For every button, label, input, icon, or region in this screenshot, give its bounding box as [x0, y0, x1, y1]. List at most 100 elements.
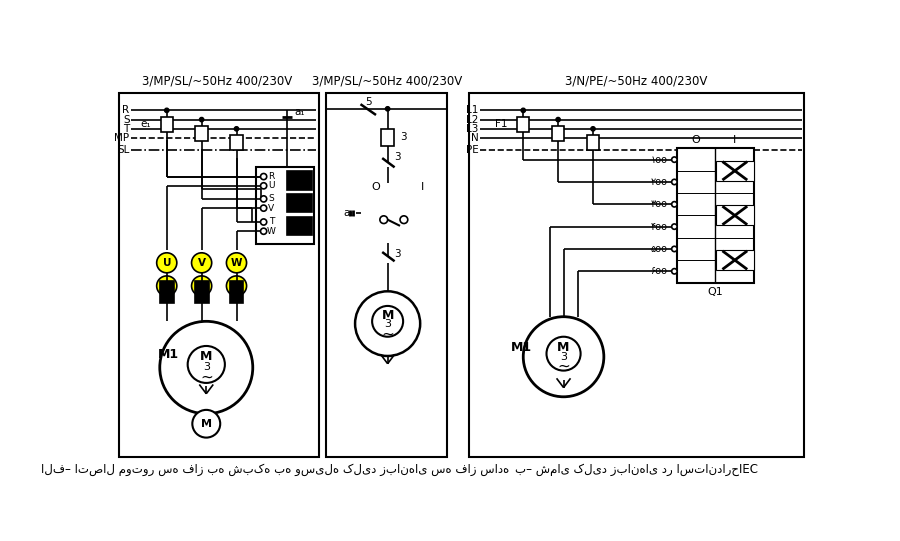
Text: SL: SL	[117, 146, 130, 155]
Bar	[716, 161, 754, 181]
Text: X: X	[198, 281, 205, 291]
Circle shape	[380, 216, 388, 223]
Circle shape	[260, 219, 266, 225]
Circle shape	[160, 321, 253, 414]
Text: 3: 3	[560, 352, 567, 362]
Circle shape	[188, 346, 225, 383]
Bar	[195, 126, 208, 141]
Text: S: S	[268, 194, 274, 203]
Circle shape	[556, 117, 561, 122]
Text: N: N	[471, 133, 478, 143]
Text: U: U	[268, 181, 274, 190]
Circle shape	[157, 253, 176, 273]
Circle shape	[260, 228, 266, 234]
FancyBboxPatch shape	[148, 250, 264, 303]
Bar	[160, 281, 174, 303]
Text: M: M	[201, 419, 212, 428]
FancyBboxPatch shape	[361, 183, 430, 243]
Text: ۱oo: ۱oo	[651, 155, 668, 164]
Bar	[119, 94, 319, 457]
Text: I: I	[421, 182, 424, 193]
Text: ~: ~	[557, 359, 570, 373]
Circle shape	[671, 179, 677, 184]
Text: W: W	[267, 227, 275, 236]
Bar	[552, 126, 564, 141]
Bar	[517, 116, 529, 132]
Bar	[716, 206, 754, 226]
Text: 3/N/PE/~50Hz 400/230V: 3/N/PE/~50Hz 400/230V	[565, 75, 707, 88]
Text: ~: ~	[382, 326, 394, 341]
Text: W: W	[230, 258, 242, 268]
Circle shape	[356, 291, 420, 356]
Circle shape	[400, 216, 408, 223]
Text: T: T	[269, 217, 274, 227]
Circle shape	[546, 337, 580, 371]
Circle shape	[590, 127, 595, 131]
Bar	[287, 194, 312, 212]
Circle shape	[234, 127, 238, 131]
Circle shape	[227, 253, 247, 273]
Text: ~: ~	[200, 370, 212, 384]
Text: R: R	[268, 172, 274, 181]
Text: O: O	[372, 182, 381, 193]
Text: Q1: Q1	[707, 287, 724, 297]
Text: V: V	[268, 203, 274, 213]
Circle shape	[671, 224, 677, 229]
Circle shape	[260, 196, 266, 202]
Text: e₁: e₁	[140, 119, 151, 129]
Text: S: S	[123, 115, 130, 124]
Text: 3/MP/SL/~50Hz 400/230V: 3/MP/SL/~50Hz 400/230V	[142, 75, 292, 88]
Text: 3: 3	[202, 362, 210, 372]
Bar	[287, 171, 312, 190]
Bar	[230, 281, 244, 303]
Text: T: T	[123, 124, 130, 134]
Text: Z: Z	[163, 281, 171, 291]
Text: M1: M1	[511, 341, 532, 354]
Bar	[716, 250, 754, 270]
Text: I: I	[734, 135, 736, 146]
Text: 3/MP/SL/~50Hz 400/230V: 3/MP/SL/~50Hz 400/230V	[312, 75, 463, 88]
Circle shape	[671, 157, 677, 162]
Text: PE: PE	[465, 146, 478, 155]
Circle shape	[521, 108, 526, 113]
Text: M1: M1	[158, 348, 178, 361]
Text: V: V	[198, 258, 205, 268]
Text: L2: L2	[466, 115, 478, 124]
Bar	[194, 281, 209, 303]
Circle shape	[200, 117, 203, 122]
Text: M: M	[200, 350, 212, 363]
Circle shape	[227, 276, 247, 296]
Text: 3: 3	[394, 249, 401, 259]
Circle shape	[385, 107, 390, 111]
Circle shape	[165, 108, 169, 113]
Text: F1: F1	[495, 119, 508, 129]
Text: M: M	[382, 309, 394, 322]
Text: الف– اتصال موتور سه فاز به شبکه به وسیله کلید زبانهای سه فاز ساده: الف– اتصال موتور سه فاز به شبکه به وسیله…	[41, 464, 509, 477]
Text: ۲oo: ۲oo	[651, 177, 668, 187]
Circle shape	[260, 174, 266, 180]
Circle shape	[157, 276, 176, 296]
Circle shape	[671, 246, 677, 252]
Text: MP: MP	[114, 133, 130, 143]
Text: ب– شمای کلید زبانهای در استاندارحIEC: ب– شمای کلید زبانهای در استاندارحIEC	[515, 464, 758, 477]
Text: ۶oo: ۶oo	[651, 266, 668, 276]
Bar	[587, 135, 599, 150]
Circle shape	[372, 306, 403, 337]
Bar	[677, 148, 754, 283]
Text: M: M	[557, 341, 570, 354]
Circle shape	[671, 202, 677, 207]
Text: L1: L1	[466, 105, 478, 115]
Text: ۵oo: ۵oo	[651, 244, 668, 254]
Text: 3: 3	[394, 153, 401, 162]
Circle shape	[260, 183, 266, 189]
Text: a₁: a₁	[344, 208, 355, 218]
Circle shape	[192, 253, 211, 273]
Text: 5: 5	[364, 97, 372, 107]
Text: O: O	[692, 135, 700, 146]
Text: U: U	[163, 258, 171, 268]
Bar	[382, 129, 394, 146]
Text: a₁: a₁	[294, 107, 305, 117]
Circle shape	[671, 268, 677, 274]
Bar	[327, 94, 446, 457]
Text: Y: Y	[233, 281, 240, 291]
